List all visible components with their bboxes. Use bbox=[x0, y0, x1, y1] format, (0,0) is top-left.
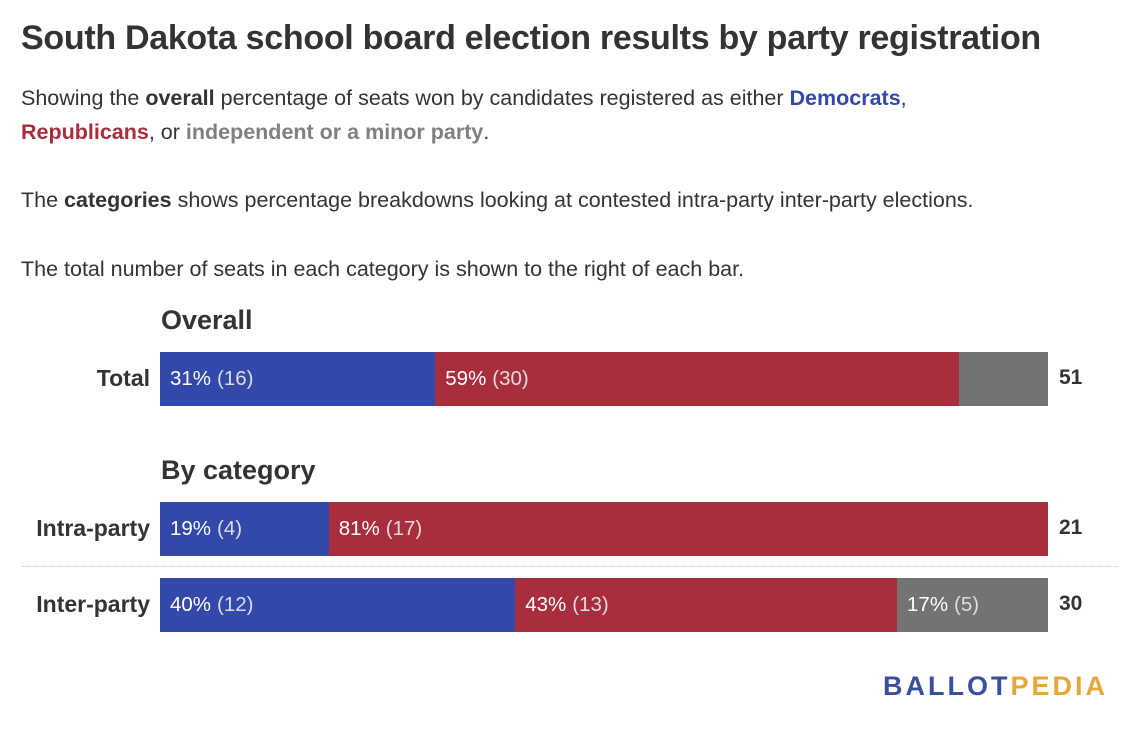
logo-ballot: BALLOT bbox=[883, 671, 1011, 701]
bar-segment-democrat: 19% (4) bbox=[160, 502, 329, 556]
row-total-intra-party: 21 bbox=[1059, 516, 1083, 539]
intro-or: , or bbox=[148, 120, 186, 144]
categories-term: categories bbox=[64, 188, 172, 212]
segment-count-label: (12) bbox=[217, 593, 254, 616]
segment-percent-label: 40% bbox=[170, 593, 212, 616]
intro-period: . bbox=[483, 120, 490, 144]
bar-segment-republican: 81% (17) bbox=[328, 502, 1048, 556]
segment-count-label: (17) bbox=[385, 517, 423, 540]
chart-title: South Dakota school board election resul… bbox=[21, 19, 1041, 57]
row-label-inter-party: Inter-party bbox=[36, 591, 150, 617]
row-total-total: 51 bbox=[1059, 366, 1083, 389]
bar-total: 31% (16) 59% (30) bbox=[160, 352, 1048, 406]
segment-percent-label: 81% bbox=[338, 517, 380, 540]
bar-inter-party: 40% (12) 43% (13) 17% (5) bbox=[160, 578, 1048, 632]
categories-paragraph: The categories shows percentage breakdow… bbox=[21, 183, 1111, 217]
intro-comma: , bbox=[900, 86, 907, 110]
logo-pedia: PEDIA bbox=[1010, 671, 1109, 701]
segment-count-label: (5) bbox=[954, 593, 980, 616]
segment-percent-label: 19% bbox=[170, 517, 212, 540]
segment-percent-label: 17% bbox=[907, 593, 949, 616]
intro-overall-term: overall bbox=[145, 86, 215, 110]
row-total-inter-party: 30 bbox=[1059, 592, 1083, 615]
bar-intra-party: 19% (4) 81% (17) bbox=[160, 502, 1048, 556]
ballotpedia-logo: BALLOTPEDIA bbox=[883, 671, 1108, 702]
legend-republicans: Republicans bbox=[21, 120, 149, 144]
row-divider bbox=[22, 566, 1118, 567]
intro-text-1: Showing the bbox=[21, 86, 146, 110]
row-label-intra-party: Intra-party bbox=[36, 515, 150, 541]
legend-independent: independent or a minor party bbox=[185, 120, 484, 144]
bar-segment-independent bbox=[959, 352, 1048, 406]
intro-text-2: percentage of seats won by candidates re… bbox=[214, 86, 790, 110]
bar-segment-democrat: 40% (12) bbox=[160, 578, 516, 632]
bar-segment-democrat: 31% (16) bbox=[160, 352, 436, 406]
section-heading-by-category: By category bbox=[161, 455, 316, 485]
row-label-total: Total bbox=[96, 365, 150, 391]
legend-democrats: Democrats bbox=[789, 86, 901, 110]
segment-percent-label: 31% bbox=[170, 367, 212, 390]
intro-paragraph: Showing the overall percentage of seats … bbox=[21, 81, 1111, 149]
categories-text-1: The bbox=[21, 188, 65, 212]
section-heading-overall: Overall bbox=[161, 305, 253, 335]
segment-count-label: (4) bbox=[217, 517, 243, 540]
total-note-paragraph: The total number of seats in each catego… bbox=[21, 257, 745, 281]
segment-percent-label: 43% bbox=[525, 593, 567, 616]
bar-segment-republican: 43% (13) bbox=[515, 578, 898, 632]
bar-segment-independent: 17% (5) bbox=[897, 578, 1048, 632]
segment-count-label: (13) bbox=[572, 593, 609, 616]
segment-count-label: (30) bbox=[492, 367, 529, 390]
segment-percent-label: 59% bbox=[445, 367, 487, 390]
categories-text-2: shows percentage breakdowns looking at c… bbox=[171, 188, 974, 212]
segment-count-label: (16) bbox=[217, 367, 254, 390]
bar-segment-republican: 59% (30) bbox=[435, 352, 960, 406]
